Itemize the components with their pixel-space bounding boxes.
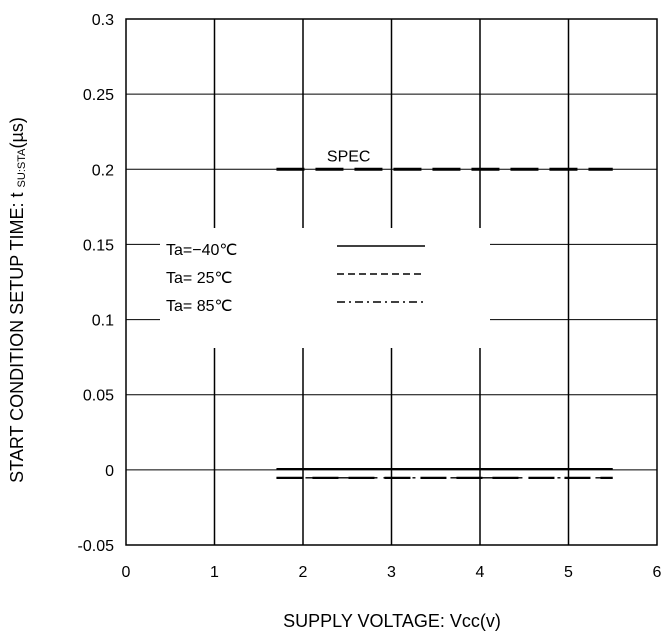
legend-label: Ta= 25℃ (166, 270, 232, 287)
y-tick-label: 0.3 (92, 12, 114, 29)
spec-label: SPEC (327, 148, 371, 165)
x-tick-label: 5 (564, 564, 573, 581)
y-tick-label: 0.25 (83, 87, 114, 104)
y-tick-label: 0.15 (83, 237, 114, 254)
x-axis-title: SUPPLY VOLTAGE: Vcc(v) (283, 611, 501, 631)
x-tick-label: 2 (299, 564, 308, 581)
x-tick-label: 4 (476, 564, 485, 581)
y-tick-label: 0.05 (83, 388, 114, 405)
y-axis-title-main: START CONDITION SETUP TIME: t (7, 187, 27, 482)
y-tick-label: -0.05 (78, 538, 115, 555)
y-tick-label: 0.2 (92, 162, 114, 179)
y-axis-title-subscript: SU:STA (16, 148, 28, 188)
x-tick-label: 6 (653, 564, 662, 581)
legend-box (160, 228, 490, 348)
y-tick-label: 0 (105, 463, 114, 480)
data-layer: SPEC (276, 148, 613, 479)
y-axis-title-unit: (µs) (7, 117, 27, 148)
legend-label: Ta= 85℃ (166, 298, 232, 315)
x-tick-label: 0 (122, 564, 131, 581)
y-axis-title: START CONDITION SETUP TIME: t SU:STA(µs) (7, 117, 28, 483)
plot-frame (125, 18, 658, 546)
legend: Ta=−40℃ Ta= 25℃ Ta= 85℃ (166, 242, 425, 315)
x-tick-label: 3 (387, 564, 396, 581)
x-tick-label: 1 (210, 564, 219, 581)
tick-labels: 0 1 2 3 4 5 6 0.3 0.25 0.2 0.15 0.1 0.05 0 -0.05 (78, 12, 662, 581)
y-tick-label: 0.1 (92, 313, 114, 330)
legend-label: Ta=−40℃ (166, 242, 237, 259)
